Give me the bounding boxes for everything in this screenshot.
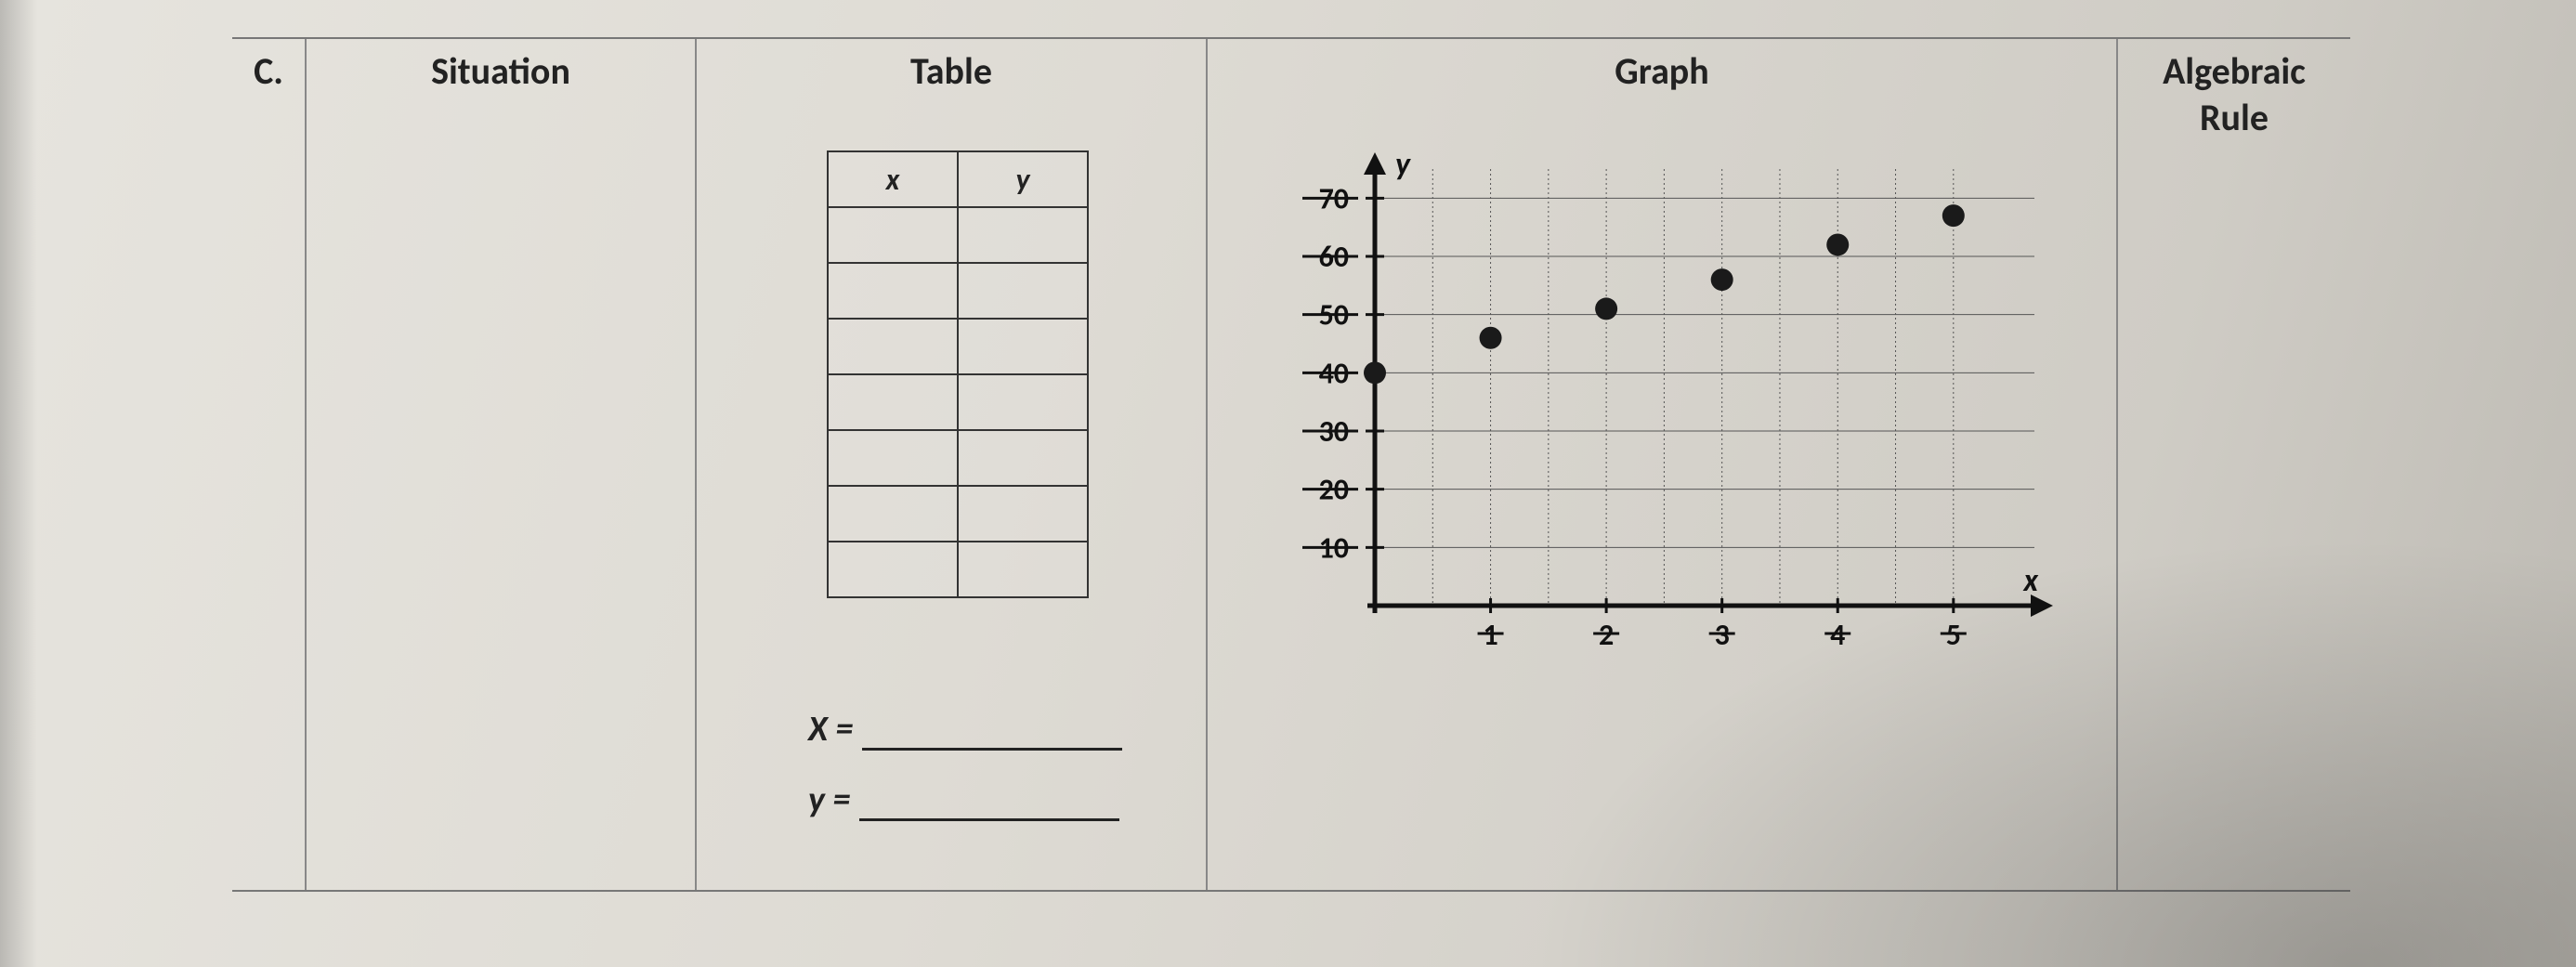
table-row [828, 430, 1088, 486]
x-equals-line: X = [808, 708, 1122, 751]
worksheet-row: C. Situation Table x y X = [232, 37, 2350, 892]
y-equals-label: y = [808, 778, 850, 821]
cell-y[interactable] [958, 430, 1088, 486]
cell-x[interactable] [828, 374, 958, 430]
column-situation: Situation [307, 39, 697, 890]
xy-table-body [828, 207, 1088, 597]
heading-rule: Algebraic Rule [2118, 39, 2350, 141]
row-letter: C. [232, 39, 305, 94]
heading-situation: Situation [307, 39, 695, 94]
table-row [828, 319, 1088, 374]
cell-x[interactable] [828, 319, 958, 374]
cell-y[interactable] [958, 374, 1088, 430]
page: C. Situation Table x y X = [0, 0, 2576, 967]
table-row [828, 207, 1088, 263]
column-table: Table x y X = y = [697, 39, 1208, 890]
xy-table: x y [827, 150, 1089, 598]
column-graph: Graph 1020304050607012345yx [1208, 39, 2118, 890]
x-equals-label: X = [808, 708, 853, 751]
svg-text:y: y [1395, 150, 1411, 184]
svg-text:x: x [2022, 562, 2039, 600]
scatter-chart: 1020304050607012345yx [1273, 150, 2072, 671]
xy-col-x: x [828, 151, 958, 207]
x-equals-blank[interactable] [862, 719, 1122, 751]
table-row [828, 486, 1088, 542]
variable-definitions: X = y = [808, 708, 1122, 849]
rule-line2: Rule [2200, 95, 2269, 140]
cell-x[interactable] [828, 542, 958, 597]
cell-y[interactable] [958, 207, 1088, 263]
rule-line1: Algebraic [2163, 48, 2306, 94]
table-row [828, 374, 1088, 430]
graph-area: 1020304050607012345yx [1273, 150, 2072, 671]
xy-col-y: y [958, 151, 1088, 207]
table-row [828, 542, 1088, 597]
heading-graph: Graph [1208, 39, 2116, 94]
cell-x[interactable] [828, 430, 958, 486]
cell-y[interactable] [958, 542, 1088, 597]
y-equals-blank[interactable] [859, 790, 1119, 821]
y-equals-line: y = [808, 778, 1122, 821]
photo-left-edge [0, 0, 37, 967]
cell-y[interactable] [958, 486, 1088, 542]
cell-x[interactable] [828, 486, 958, 542]
cell-x[interactable] [828, 263, 958, 319]
cell-y[interactable] [958, 319, 1088, 374]
cell-x[interactable] [828, 207, 958, 263]
heading-table: Table [697, 39, 1206, 94]
cell-y[interactable] [958, 263, 1088, 319]
column-letter: C. [232, 39, 307, 890]
column-rule: Algebraic Rule [2118, 39, 2350, 890]
table-row [828, 263, 1088, 319]
